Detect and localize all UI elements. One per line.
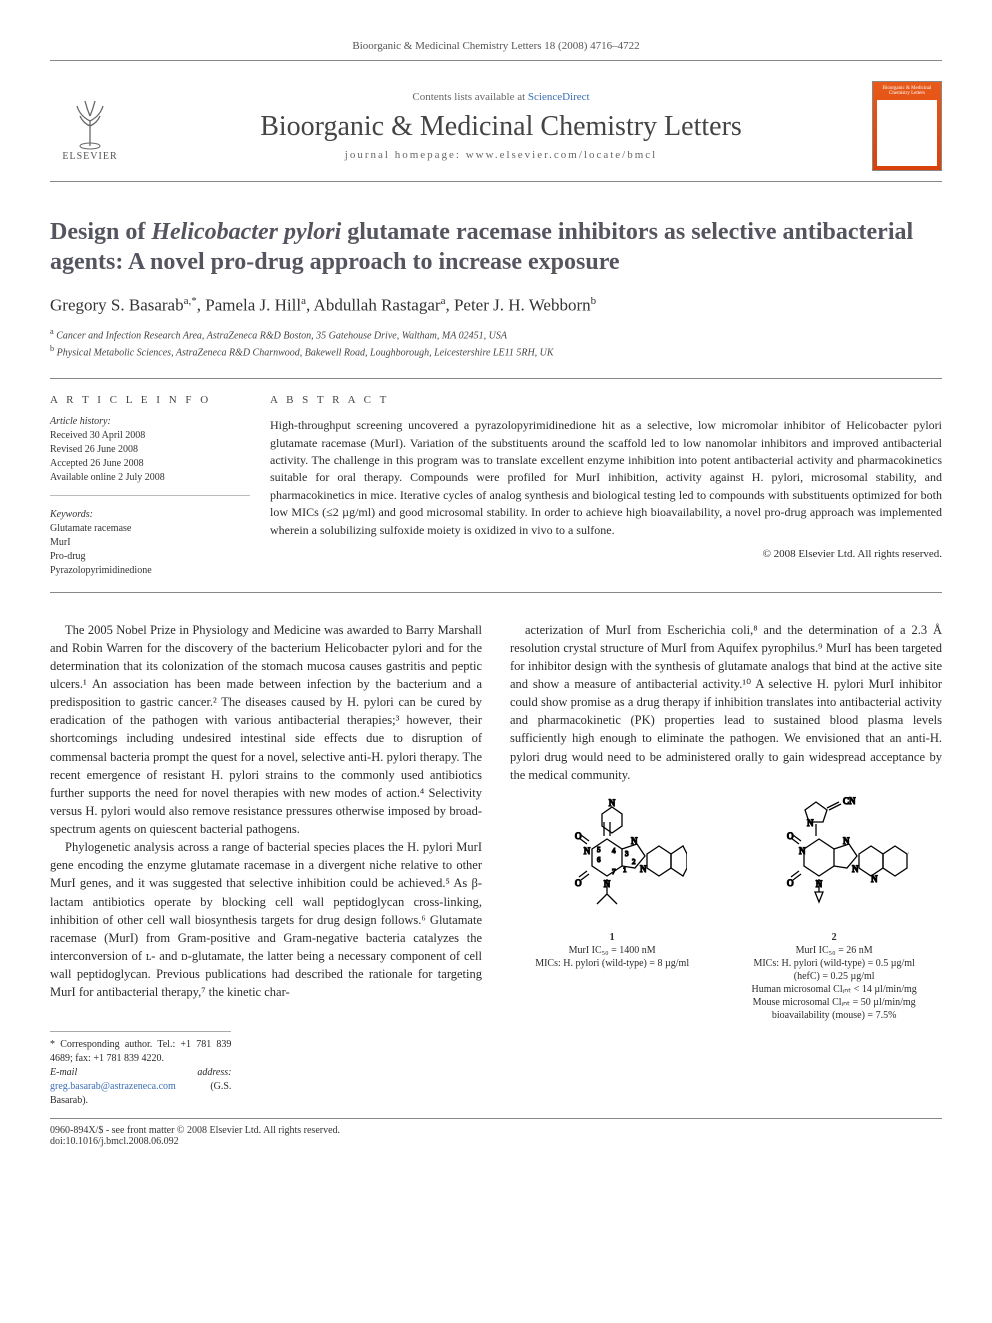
history-block: Article history: Received 30 April 2008 … (50, 415, 250, 496)
svg-text:N: N (799, 846, 806, 856)
body-p3: acterization of MurI from Escherichia co… (510, 621, 942, 784)
authors-line: Gregory S. Basaraba,*, Pamela J. Hilla, … (50, 295, 942, 316)
keyword-1: MurI (50, 536, 250, 550)
publisher-logo-text: ELSEVIER (62, 151, 117, 162)
mol2-cap-1: MICs: H. pylori (wild-type) = 0.5 µg/ml (753, 958, 914, 969)
svg-text:3: 3 (625, 850, 629, 858)
molecule-1-label: 1 (610, 932, 615, 943)
mol1-cap-0: MurI IC₅₀ = 1400 nM (569, 945, 656, 956)
svg-text:N: N (640, 864, 647, 874)
journal-homepage[interactable]: journal homepage: www.elsevier.com/locat… (130, 149, 872, 161)
top-divider (50, 60, 942, 61)
body-columns: The 2005 Nobel Prize in Physiology and M… (50, 621, 942, 1109)
history-label: Article history: (50, 415, 250, 429)
molecule-2-label: 2 (832, 932, 837, 943)
history-revised: Revised 26 June 2008 (50, 443, 250, 457)
corr-tel-fax: * Corresponding author. Tel.: +1 781 839… (50, 1038, 231, 1066)
journal-name: Bioorganic & Medicinal Chemistry Letters (130, 111, 872, 143)
copyright-line: © 2008 Elsevier Ltd. All rights reserved… (270, 547, 942, 563)
page-footer: 0960-894X/$ - see front matter © 2008 El… (50, 1118, 942, 1147)
cover-thumb-body (877, 100, 937, 166)
svg-text:1: 1 (623, 866, 627, 874)
corresponding-author-note: * Corresponding author. Tel.: +1 781 839… (50, 1031, 231, 1108)
corr-email-label: E-mail address: (50, 1067, 231, 1078)
svg-text:O: O (787, 878, 794, 888)
svg-text:N: N (631, 836, 638, 846)
keywords-label: Keywords: (50, 508, 250, 522)
history-received: Received 30 April 2008 (50, 429, 250, 443)
sciencedirect-link[interactable]: ScienceDirect (528, 91, 590, 103)
svg-text:O: O (575, 831, 582, 841)
publisher-logo: ELSEVIER (50, 91, 130, 162)
svg-text:CN: CN (843, 796, 856, 806)
mol2-cap-2: (hefC) = 0.25 µg/ml (794, 971, 875, 982)
article-title: Design of Helicobacter pylori glutamate … (50, 217, 942, 277)
masthead-center: Contents lists available at ScienceDirec… (130, 91, 872, 161)
svg-text:4: 4 (612, 847, 616, 855)
svg-text:6: 6 (597, 856, 601, 864)
article-info-heading: A R T I C L E I N F O (50, 393, 250, 408)
svg-text:N: N (871, 874, 878, 884)
molecule-2: N N O O N CN (752, 794, 917, 1022)
molecule-1-caption: 1 MurI IC₅₀ = 1400 nM MICs: H. pylori (w… (535, 931, 689, 970)
cover-thumb-title: Bioorganic & Medicinal Chemistry Letters (877, 86, 937, 96)
contents-available-line: Contents lists available at ScienceDirec… (130, 91, 872, 103)
mol2-cap-5: bioavailability (mouse) = 7.5% (772, 1010, 897, 1021)
body-column-left: The 2005 Nobel Prize in Physiology and M… (50, 621, 482, 1109)
svg-text:N: N (852, 864, 859, 874)
molecule-1: N N O O N N (535, 794, 689, 1022)
abstract-column: A B S T R A C T High-throughput screenin… (270, 393, 942, 577)
figure-block: N N O O N N (510, 794, 942, 1022)
keyword-2: Pro-drug (50, 550, 250, 564)
body-column-right: acterization of MurI from Escherichia co… (510, 621, 942, 1109)
mol2-cap-4: Mouse microsomal Clᵢₙₜ = 50 µl/min/mg (753, 997, 916, 1008)
title-species: Helicobacter pylori (151, 219, 341, 245)
mol2-cap-0: MurI IC₅₀ = 26 nM (796, 945, 873, 956)
abstract-text: High-throughput screening uncovered a py… (270, 417, 942, 539)
corr-email-link[interactable]: greg.basarab@astrazeneca.com (50, 1081, 176, 1092)
svg-text:5: 5 (597, 846, 601, 854)
svg-text:2: 2 (632, 858, 636, 866)
keyword-3: Pyrazolopyrimidinedione (50, 564, 250, 578)
svg-text:N: N (807, 818, 814, 828)
history-accepted: Accepted 26 June 2008 (50, 457, 250, 471)
footer-left: 0960-894X/$ - see front matter © 2008 El… (50, 1125, 340, 1147)
keyword-0: Glutamate racemase (50, 522, 250, 536)
mol2-cap-3: Human microsomal Clᵢₙₜ < 14 µl/min/mg (752, 984, 917, 995)
meta-row: A R T I C L E I N F O Article history: R… (50, 378, 942, 592)
svg-text:N: N (843, 836, 850, 846)
molecules-row: N N O O N N (510, 794, 942, 1022)
issue-header: Bioorganic & Medicinal Chemistry Letters… (50, 40, 942, 52)
molecule-2-structure: N N O O N CN (759, 794, 909, 924)
molecule-1-structure: N N O O N N (537, 794, 687, 924)
affiliations: a Cancer and Infection Research Area, As… (50, 326, 942, 361)
title-part1: Design of (50, 219, 151, 245)
mol1-cap-1: MICs: H. pylori (wild-type) = 8 µg/ml (535, 958, 689, 969)
svg-text:O: O (787, 831, 794, 841)
masthead: ELSEVIER Contents lists available at Sci… (50, 71, 942, 182)
body-p2: Phylogenetic analysis across a range of … (50, 838, 482, 1001)
contents-label: Contents lists available at (412, 91, 525, 103)
body-p1: The 2005 Nobel Prize in Physiology and M… (50, 621, 482, 839)
abstract-heading: A B S T R A C T (270, 393, 942, 409)
svg-text:N: N (584, 846, 591, 856)
elsevier-tree-icon (65, 91, 115, 151)
journal-cover-thumbnail: Bioorganic & Medicinal Chemistry Letters (872, 81, 942, 171)
svg-text:N: N (609, 798, 616, 808)
article-info-column: A R T I C L E I N F O Article history: R… (50, 393, 270, 577)
molecule-2-caption: 2 MurI IC₅₀ = 26 nM MICs: H. pylori (wil… (752, 931, 917, 1022)
keywords-block: Keywords: Glutamate racemase MurI Pro-dr… (50, 508, 250, 578)
svg-text:O: O (575, 878, 582, 888)
svg-text:7: 7 (612, 868, 616, 876)
history-online: Available online 2 July 2008 (50, 471, 250, 485)
